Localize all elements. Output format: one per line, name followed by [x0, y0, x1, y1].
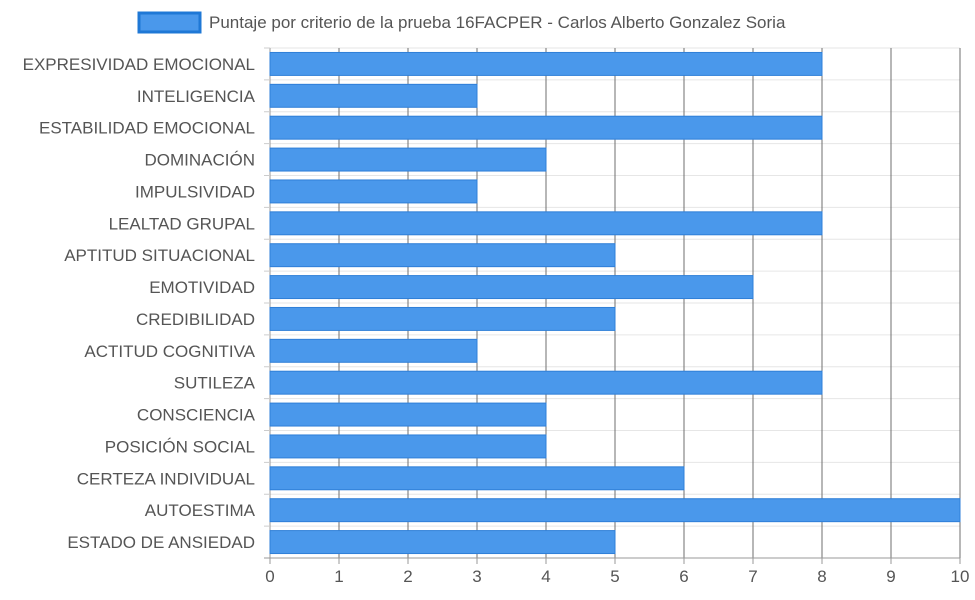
bar[interactable]	[269, 402, 547, 427]
category-label: ESTABILIDAD EMOCIONAL	[39, 119, 255, 138]
category-label: CERTEZA INDIVIDUAL	[77, 469, 255, 488]
bar[interactable]	[269, 466, 685, 491]
bar[interactable]	[269, 530, 616, 555]
x-tick-label: 4	[541, 567, 550, 586]
bar[interactable]	[269, 306, 616, 331]
category-label: SUTILEZA	[174, 374, 256, 393]
bar[interactable]	[269, 211, 823, 236]
category-label: INTELIGENCIA	[137, 87, 256, 106]
bar[interactable]	[269, 83, 478, 108]
category-label: EMOTIVIDAD	[149, 278, 255, 297]
legend[interactable]: Puntaje por criterio de la prueba 16FACP…	[137, 11, 786, 34]
bar[interactable]	[269, 147, 547, 172]
x-tick-label: 7	[748, 567, 757, 586]
category-label: ACTITUD COGNITIVA	[84, 342, 255, 361]
x-tick-label: 6	[679, 567, 688, 586]
bars	[269, 51, 961, 555]
legend-label: Puntaje por criterio de la prueba 16FACP…	[209, 13, 786, 32]
x-tick-label: 5	[610, 567, 619, 586]
bar[interactable]	[269, 370, 823, 395]
value-axis: 0 1 2 3 4 5 6 7 8 9 10	[265, 567, 969, 586]
category-label: APTITUD SITUACIONAL	[64, 246, 255, 265]
x-tick-label: 0	[265, 567, 274, 586]
bar[interactable]	[269, 498, 961, 523]
legend-swatch	[137, 11, 202, 34]
x-tick-label: 9	[886, 567, 895, 586]
bar[interactable]	[269, 434, 547, 459]
category-axis: EXPRESIVIDAD EMOCIONAL INTELIGENCIA ESTABI…	[23, 55, 256, 552]
x-tick-label: 8	[817, 567, 826, 586]
bar[interactable]	[269, 51, 823, 76]
bar[interactable]	[269, 115, 823, 140]
bar[interactable]	[269, 275, 754, 300]
x-tick-label: 1	[334, 567, 343, 586]
category-label: CONSCIENCIA	[137, 406, 256, 425]
category-label: LEALTAD GRUPAL	[109, 214, 255, 233]
category-label: EXPRESIVIDAD EMOCIONAL	[23, 55, 255, 74]
bar[interactable]	[269, 179, 478, 204]
axes	[264, 47, 961, 564]
category-label: IMPULSIVIDAD	[135, 182, 255, 201]
category-label: DOMINACIÓN	[145, 151, 256, 170]
x-tick-label: 2	[403, 567, 412, 586]
bar[interactable]	[269, 243, 616, 268]
category-label: CREDIBILIDAD	[136, 310, 255, 329]
category-label: AUTOESTIMA	[145, 501, 256, 520]
bar[interactable]	[269, 338, 478, 363]
x-tick-label: 10	[951, 567, 970, 586]
category-label: ESTADO DE ANSIEDAD	[67, 533, 255, 552]
x-tick-label: 3	[472, 567, 481, 586]
category-label: POSICIÓN SOCIAL	[105, 437, 255, 456]
